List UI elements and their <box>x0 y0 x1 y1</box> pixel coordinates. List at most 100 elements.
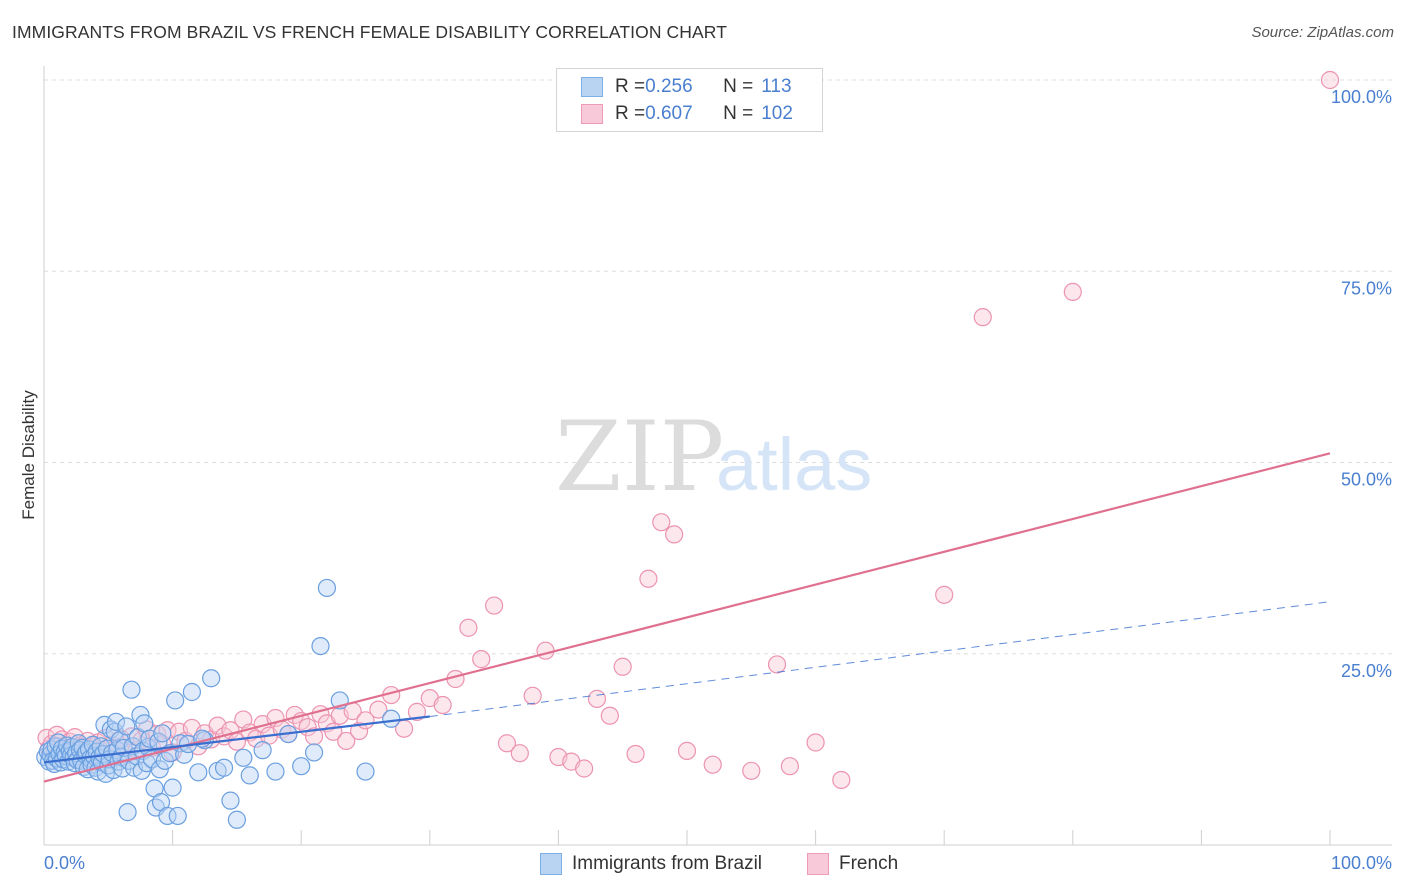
legend-row-brazil: R = 0.256 N = 113 <box>581 75 792 99</box>
french-point <box>806 733 825 752</box>
r-label: R = <box>615 103 646 124</box>
french-point <box>973 308 992 327</box>
french-point <box>600 706 619 725</box>
chart-title: IMMIGRANTS FROM BRAZIL VS FRENCH FEMALE … <box>12 22 727 42</box>
brazil-point <box>122 680 141 699</box>
french-point <box>1320 70 1340 90</box>
brazil-point <box>95 715 114 734</box>
watermark: ZIP atlas <box>555 401 872 513</box>
french-point <box>665 525 684 544</box>
french-legend-swatch <box>807 853 829 875</box>
brazil-point <box>234 748 253 767</box>
french-point <box>575 759 594 778</box>
french-point <box>613 657 632 676</box>
brazil-point <box>292 757 311 776</box>
brazil-point <box>266 762 285 781</box>
brazil-point <box>158 806 177 826</box>
y-tick-label: 25.0% <box>1341 661 1392 681</box>
french-r-value: 0.607 <box>645 103 693 124</box>
french-point <box>485 596 504 615</box>
brazil-point <box>253 741 272 760</box>
brazil-trend-line <box>43 715 430 764</box>
y-tick-label: 50.0% <box>1341 470 1392 490</box>
legend-row-french: R = 0.607 N = 102 <box>581 102 793 126</box>
french-point <box>767 655 787 674</box>
brazil-trend-extension <box>429 601 1331 717</box>
french-point <box>304 727 324 746</box>
brazil-point <box>131 705 150 725</box>
watermark-zip: ZIP <box>555 401 724 513</box>
brazil-legend-label: Immigrants from Brazil <box>572 853 763 874</box>
french-point <box>587 689 607 708</box>
french-point <box>652 513 671 532</box>
y-tick-label: 100.0% <box>1331 87 1392 107</box>
french-point <box>433 695 452 715</box>
x-ticks <box>172 830 1331 845</box>
y-tick-labels: 25.0% 50.0% 75.0% 100.0% <box>1331 87 1392 681</box>
brazil-point <box>382 709 401 728</box>
french-point <box>337 731 356 751</box>
y-tick-label: 75.0% <box>1341 278 1392 298</box>
french-point <box>523 686 542 705</box>
grid-lines <box>44 79 1392 655</box>
brazil-point <box>202 669 221 688</box>
french-point <box>677 741 697 761</box>
brazil-point <box>227 810 246 829</box>
brazil-point <box>240 766 259 785</box>
x-tick-labels: 0.0% 100.0% <box>44 853 1392 873</box>
french-point <box>742 761 761 780</box>
n-label: N = <box>723 103 754 124</box>
brazil-swatch <box>581 77 603 97</box>
x-tick-label: 0.0% <box>44 853 85 873</box>
brazil-n-value: 113 <box>761 76 792 97</box>
axes <box>43 66 1392 846</box>
french-legend-label: French <box>839 853 899 874</box>
french-trend-line <box>43 452 1331 783</box>
french-n-value: 102 <box>761 103 793 124</box>
french-point <box>1063 282 1082 302</box>
french-point <box>369 700 388 719</box>
r-label: R = <box>615 76 646 97</box>
french-point <box>639 569 658 588</box>
n-label: N = <box>723 76 754 97</box>
source-credit: Source: ZipAtlas.com <box>1251 24 1394 41</box>
brazil-point <box>163 778 182 797</box>
french-point <box>407 702 427 721</box>
brazil-point <box>166 691 185 710</box>
french-point <box>626 744 645 764</box>
french-point <box>472 650 491 669</box>
brazil-point <box>304 743 324 762</box>
brazil-point <box>182 682 201 702</box>
brazil-point <box>149 732 168 751</box>
french-swatch <box>581 104 603 124</box>
legend-item-french: French <box>807 852 898 876</box>
brazil-point <box>189 763 208 782</box>
legend-item-brazil: Immigrants from Brazil <box>540 852 762 876</box>
brazil-point <box>311 636 330 656</box>
brazil-point <box>221 791 240 810</box>
brazil-r-value: 0.256 <box>645 76 693 97</box>
brazil-point <box>117 717 136 736</box>
brazil-point <box>118 803 137 822</box>
brazil-point <box>356 762 375 781</box>
watermark-atlas: atlas <box>716 423 872 506</box>
french-point <box>349 721 369 741</box>
french-point <box>510 744 529 763</box>
brazil-legend-swatch <box>540 853 562 875</box>
y-axis-title: Female Disability <box>19 390 38 520</box>
french-point <box>780 757 799 776</box>
brazil-point <box>168 806 187 826</box>
brazil-point <box>214 758 234 777</box>
french-point <box>832 770 851 790</box>
french-point <box>459 618 478 637</box>
stats-legend: R = 0.256 N = 113 R = 0.607 N = 102 <box>556 68 823 132</box>
brazil-point <box>153 724 172 743</box>
x-tick-label: 100.0% <box>1331 853 1392 873</box>
brazil-point <box>106 712 126 731</box>
brazil-point <box>135 714 154 733</box>
french-point <box>935 585 954 604</box>
french-point <box>536 641 555 660</box>
brazil-point <box>317 578 337 598</box>
trend-lines <box>43 452 1331 783</box>
